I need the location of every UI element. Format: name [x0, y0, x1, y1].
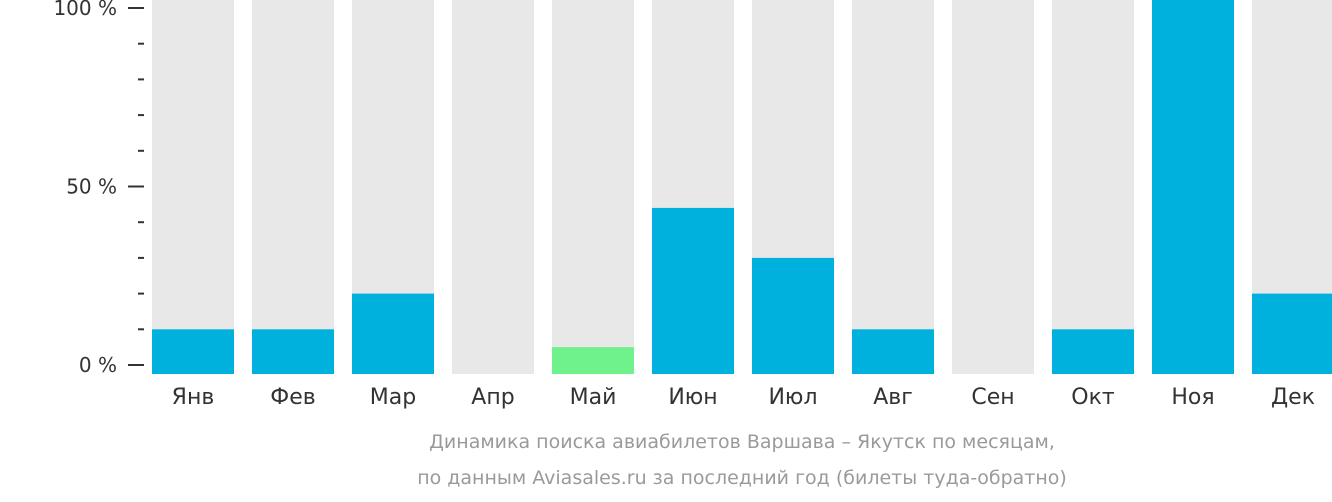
x-tick-label: Авг: [873, 385, 913, 410]
bar-background: [952, 0, 1034, 374]
bar-Июн: [652, 207, 734, 374]
bar-background: [1052, 0, 1134, 374]
chart-caption-line-1: Динамика поиска авиабилетов Варшава – Як…: [429, 431, 1055, 453]
bar-Май: [552, 347, 634, 374]
y-tick-label: 100 %: [53, 0, 117, 20]
bar-Дек: [1252, 293, 1332, 374]
bar-background: [252, 0, 334, 374]
y-axis: 0 % 50 % 100 %: [53, 0, 144, 377]
bar-Авг: [852, 329, 934, 374]
x-axis: Янв Фев Мар Апр Май Июн Июл Авг Сен Окт Ноя Дек: [172, 385, 1315, 410]
y-tick-label: 0 %: [79, 353, 117, 377]
bar-Янв: [152, 329, 234, 374]
x-tick-label: Апр: [471, 385, 514, 410]
bar-Мар: [352, 293, 434, 374]
bar-background: [452, 0, 534, 374]
bar-Окт: [1052, 329, 1134, 374]
x-tick-label: Мар: [370, 385, 416, 410]
x-tick-label: Окт: [1071, 385, 1115, 410]
chart-caption-line-2: по данным Aviasales.ru за последний год …: [417, 467, 1067, 489]
bars: [152, 0, 1332, 374]
x-tick-label: Июн: [668, 385, 717, 410]
bar-background: [852, 0, 934, 374]
y-tick-label: 50 %: [66, 175, 117, 199]
x-tick-label: Май: [570, 385, 617, 410]
x-tick-label: Июл: [768, 385, 817, 410]
bar-background: [552, 0, 634, 374]
x-tick-label: Ноя: [1171, 385, 1214, 410]
bar-Июл: [752, 257, 834, 374]
bar-Ноя: [1152, 0, 1234, 374]
x-tick-label: Сен: [971, 385, 1014, 410]
x-tick-label: Янв: [172, 385, 215, 410]
x-tick-label: Дек: [1271, 385, 1315, 410]
x-tick-label: Фев: [270, 385, 315, 410]
bar-background: [152, 0, 234, 374]
bar-Фев: [252, 329, 334, 374]
